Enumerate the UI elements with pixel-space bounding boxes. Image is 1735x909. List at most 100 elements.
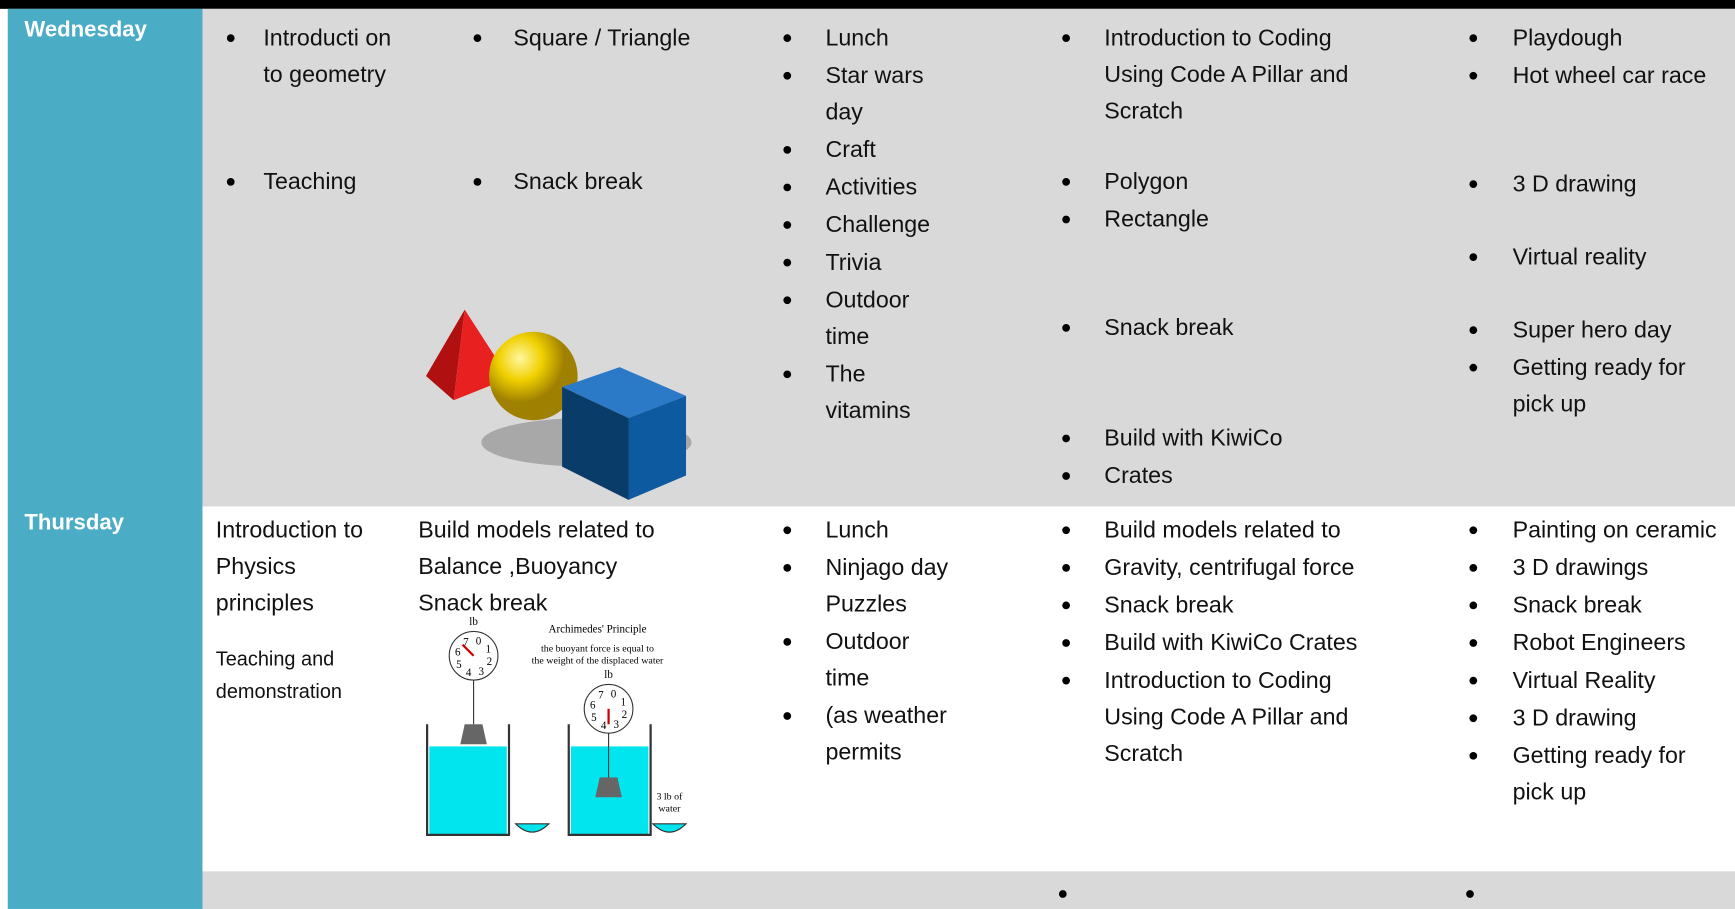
diagram-text: 0 <box>611 688 617 700</box>
day-label: Thursday <box>24 510 124 536</box>
bullet <box>783 526 792 535</box>
wednesday-row <box>202 8 1735 507</box>
bullet <box>783 258 792 267</box>
diagram-text: 3 lb of <box>656 791 683 802</box>
cell-text: Teaching and demonstration <box>215 647 342 703</box>
bullet <box>783 296 792 305</box>
list-item: Snack break <box>1104 592 1234 619</box>
list-item: Hot wheel car race <box>1512 63 1707 89</box>
bullet <box>783 145 792 154</box>
bullet <box>1469 563 1478 572</box>
list-item: Snack break <box>1512 592 1642 619</box>
list-item: Getting ready for pick up <box>1512 354 1686 417</box>
list-item: Trivia <box>825 249 882 276</box>
empty-row <box>202 871 1735 909</box>
bullet <box>1469 751 1478 760</box>
diagram-text: 1 <box>485 643 491 655</box>
bullet <box>783 183 792 192</box>
list-item: Outdoor time <box>825 287 910 350</box>
diagram-text: 6 <box>590 699 596 711</box>
bullet <box>1062 526 1070 535</box>
diagram-text: the weight of the displaced water <box>532 655 664 666</box>
diagram-text: 5 <box>456 659 462 671</box>
bullet <box>1062 563 1070 572</box>
bullet <box>783 221 792 229</box>
bullet <box>1469 363 1478 372</box>
day-label: Wednesday <box>24 17 147 43</box>
list-item: Polygon <box>1104 169 1189 195</box>
bullet <box>1466 890 1474 898</box>
diagram-text: 2 <box>487 656 493 668</box>
bullet <box>1469 714 1478 723</box>
list-item: Robot Engineers <box>1512 630 1686 656</box>
list-item: 3 D drawing <box>1512 705 1637 731</box>
list-item: (as weather permits <box>825 703 947 766</box>
bullet <box>1469 253 1478 261</box>
diagram-text: lb <box>469 616 478 628</box>
bullet <box>1469 526 1478 535</box>
list-item: Lunch <box>825 517 889 543</box>
list-item: Painting on ceramic <box>1512 517 1717 543</box>
list-item: Virtual reality <box>1512 244 1647 270</box>
list-item: 3 D drawing <box>1512 171 1637 197</box>
list-item: Outdoor time <box>825 629 910 692</box>
bullet <box>783 563 792 572</box>
bullet <box>1062 676 1070 685</box>
list-item: Build with KiwiCo Crates <box>1104 630 1358 656</box>
diagram-text: 4 <box>601 720 607 732</box>
list-item: Ninjago day Puzzles <box>825 555 949 618</box>
diagram-text: 5 <box>591 712 597 724</box>
diagram-text: 2 <box>622 709 628 721</box>
bullet <box>226 34 235 43</box>
diagram-text: 0 <box>476 635 482 647</box>
list-item: 3 D drawings <box>1512 555 1649 581</box>
bullet <box>783 712 792 720</box>
diagram-text: water <box>658 804 681 815</box>
shapes-image <box>426 309 692 500</box>
bullet <box>1062 601 1070 610</box>
bullet <box>1469 601 1478 610</box>
bullet <box>1062 215 1070 224</box>
list-item: Lunch <box>825 25 889 51</box>
diagram-text: 1 <box>620 697 626 709</box>
diagram-text: lb <box>604 669 613 681</box>
bullet <box>1062 34 1070 43</box>
bullet <box>783 34 792 43</box>
list-item: Virtual Reality <box>1512 667 1656 694</box>
cell-text: Build models related to <box>418 517 655 543</box>
diagram-text: 3 <box>614 719 620 731</box>
archimedes-image: Archimedes' Principle the buoyant force i… <box>418 613 701 841</box>
cell-text: Balance ,Buoyancy <box>418 554 618 580</box>
list-item: Rectangle <box>1104 206 1209 233</box>
bullet <box>1469 676 1478 685</box>
bullet <box>1062 434 1070 443</box>
cell-text: Introduction to Physics principles <box>215 517 364 616</box>
diagram-text: the buoyant force is equal to <box>541 643 654 654</box>
bullet <box>1062 323 1070 332</box>
list-item: Super hero day <box>1512 317 1672 343</box>
bullet <box>1469 326 1478 334</box>
list-item: Build models related to <box>1104 517 1341 543</box>
cell-text: Snack break <box>418 590 548 616</box>
bullet <box>1469 180 1478 188</box>
diagram-text: 7 <box>463 636 469 648</box>
list-item: Square / Triangle <box>513 25 691 51</box>
list-item: Gravity, centrifugal force <box>1104 555 1355 581</box>
bullet <box>473 34 482 43</box>
diagram-text: 6 <box>455 646 461 658</box>
bullet <box>783 370 792 379</box>
bullet <box>1058 890 1067 898</box>
list-item: Crates <box>1104 463 1173 489</box>
list-item: Introduction to Coding Using Code A Pill… <box>1104 667 1349 767</box>
diagram-text: 3 <box>479 666 485 678</box>
top-rule <box>0 0 1735 9</box>
bullet <box>1062 178 1070 186</box>
bullet <box>1469 71 1478 80</box>
bullet <box>783 71 792 80</box>
list-item: The vitamins <box>825 361 911 424</box>
bullet <box>226 178 235 186</box>
list-item: Build with KiwiCo <box>1104 425 1283 452</box>
day-column <box>7 8 203 909</box>
list-item: Introduction to Coding Using Code A Pill… <box>1104 25 1349 124</box>
